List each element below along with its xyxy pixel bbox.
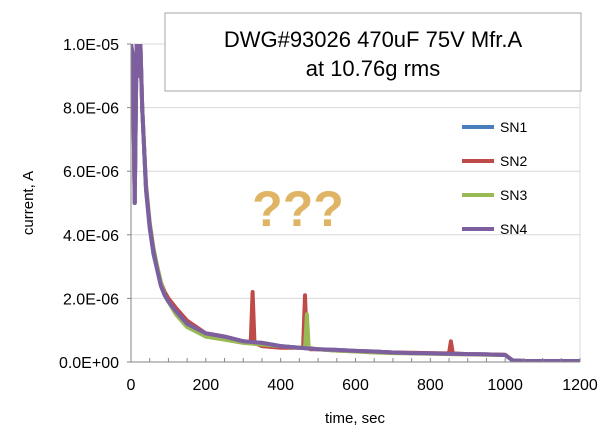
legend-label-sn1: SN1 bbox=[500, 119, 527, 135]
y-tick-label: 4.0E-06 bbox=[63, 228, 119, 245]
legend-label-sn3: SN3 bbox=[500, 187, 527, 203]
x-tick-label: 200 bbox=[192, 377, 219, 394]
y-axis-title: current, A bbox=[20, 171, 37, 235]
x-tick-label: 0 bbox=[127, 377, 136, 394]
y-tick-label: 2.0E-06 bbox=[63, 291, 119, 308]
series-line-sn4 bbox=[131, 44, 580, 362]
x-tick-label: 1200 bbox=[562, 377, 598, 394]
y-tick-label: 0.0E+00 bbox=[59, 355, 119, 372]
legend-label-sn4: SN4 bbox=[500, 221, 527, 237]
x-tick-label: 400 bbox=[267, 377, 294, 394]
x-tick-label: 600 bbox=[342, 377, 369, 394]
title-box: DWG#93026 470uF 75V Mfr.A at 10.76g rms bbox=[164, 12, 582, 92]
y-tick-label: 1.0E-05 bbox=[63, 37, 119, 54]
legend-label-sn2: SN2 bbox=[500, 153, 527, 169]
x-axis-title: time, sec bbox=[325, 410, 386, 427]
axes: 0 200 400 600 800 1000 1200 0.0E+00 2.0E-06 4.0E-… bbox=[59, 37, 598, 394]
annotation-question-marks: ??? bbox=[252, 181, 344, 237]
chart-subtitle: at 10.76g rms bbox=[306, 56, 441, 81]
grid-lines bbox=[131, 43, 581, 362]
chart-title: DWG#93026 470uF 75V Mfr.A bbox=[224, 27, 523, 52]
legend: SN1 SN2 SN3 SN4 bbox=[462, 119, 527, 237]
series-lines bbox=[131, 44, 580, 362]
y-tick-label: 8.0E-06 bbox=[63, 101, 119, 118]
y-tick-label: 6.0E-06 bbox=[63, 164, 119, 181]
x-tick-label: 1000 bbox=[487, 377, 523, 394]
title-frame bbox=[164, 12, 582, 92]
x-tick-label: 800 bbox=[417, 377, 444, 394]
